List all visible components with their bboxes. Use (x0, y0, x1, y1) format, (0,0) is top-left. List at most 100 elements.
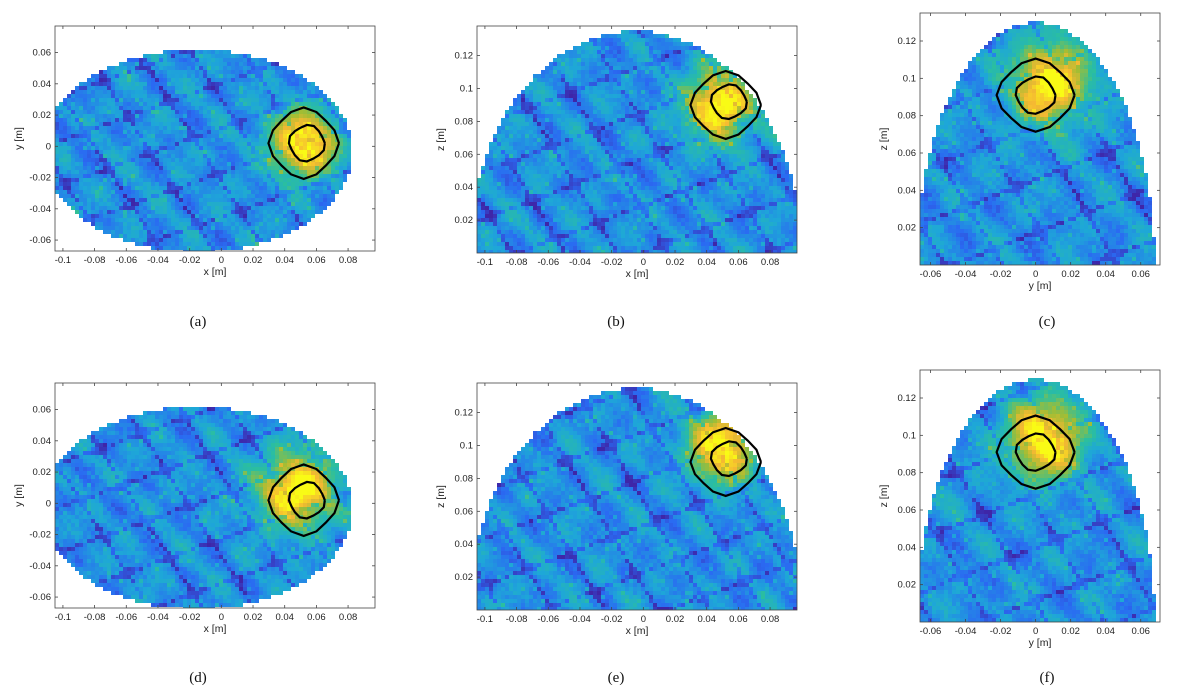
x-tick-label: 0 (641, 257, 646, 268)
x-tick-label: 0.04 (275, 612, 294, 623)
inner-contour (287, 480, 326, 520)
x-tick-label: -0.04 (147, 612, 169, 623)
axes-frame (919, 12, 1161, 266)
axes-frame (54, 25, 376, 252)
figure-panel-c: -0.06 -0.04 -0.02 0 0.02 0.04 0.06 0.02 0.04 0.06… (875, 5, 1175, 295)
x-tick-label: 0.08 (761, 257, 780, 268)
outer-contour (995, 57, 1076, 133)
x-axis-label: y [m] (1029, 280, 1052, 292)
heatmap-cells (920, 21, 1156, 265)
y-tick-label: 0 (46, 498, 51, 509)
y-tick-label: 0.1 (903, 73, 916, 84)
heatmap-plot-d: -0.1 -0.08 -0.06 -0.04 -0.02 0 0.02 0.04 0.06 0.0… (13, 382, 376, 635)
y-tick-label: 0.12 (898, 36, 917, 47)
x-tick-label: 0.02 (244, 612, 263, 623)
x-tick-label: -0.08 (84, 255, 106, 266)
x-tick-label: -0.1 (55, 612, 71, 623)
heatmap-cells (477, 30, 797, 253)
y-tick-label: 0.06 (455, 149, 474, 160)
y-tick-label: 0.06 (33, 48, 52, 59)
x-tick-label: 0.08 (339, 255, 358, 266)
x-tick-label: -0.06 (115, 612, 137, 623)
heatmap-plot-c: -0.06 -0.04 -0.02 0 0.02 0.04 0.06 0.02 0.04 0.06… (878, 12, 1161, 292)
x-tick-label: 0.04 (697, 257, 716, 268)
x-axis-label: x [m] (204, 266, 227, 278)
y-tick-label: -0.02 (29, 173, 51, 184)
x-tick-label: 0.06 (729, 614, 748, 625)
caption-b: (b) (607, 314, 625, 330)
axes-frame (919, 369, 1161, 623)
y-tick-label: -0.04 (29, 561, 51, 572)
x-tick-label: 0 (1033, 626, 1038, 637)
x-tick-label: -0.02 (179, 255, 201, 266)
y-tick-label: 0.02 (33, 467, 52, 478)
caption-d: (d) (189, 670, 207, 686)
y-axis-label: z [m] (878, 485, 890, 508)
caption-e: (e) (607, 670, 625, 686)
x-tick-label: -0.08 (506, 257, 528, 268)
y-tick-label: 0.04 (33, 436, 52, 447)
x-tick-label: 0.04 (697, 614, 716, 625)
x-tick-label: 0.02 (244, 255, 263, 266)
heatmap-cells (920, 378, 1156, 622)
x-axis-label: x [m] (626, 268, 649, 280)
inner-contour (1014, 75, 1057, 115)
x-tick-label: 0.06 (1131, 269, 1150, 280)
x-tick-label: -0.06 (920, 269, 942, 280)
x-tick-label: -0.1 (477, 614, 493, 625)
x-tick-label: 0.02 (1061, 269, 1080, 280)
x-tick-label: 0 (219, 612, 224, 623)
x-tick-label: -0.06 (920, 626, 942, 637)
x-tick-label: 0.04 (1096, 626, 1115, 637)
heatmap-plot-a: -0.1 -0.08 -0.06 -0.04 -0.02 0 0.02 0.04 0.06 0.0… (13, 25, 376, 278)
heatmap-plot-b: -0.1 -0.08 -0.06 -0.04 -0.02 0 0.02 0.04 0.06 0.0… (435, 25, 798, 280)
x-tick-label: 0.02 (1061, 626, 1080, 637)
y-tick-label: 0.12 (455, 51, 474, 62)
x-tick-label: 0.02 (666, 614, 685, 625)
y-tick-label: 0.1 (460, 441, 473, 452)
x-axis-label: y [m] (1029, 637, 1052, 649)
x-tick-label: 0.02 (666, 257, 685, 268)
caption-a: (a) (189, 314, 207, 330)
y-tick-label: 0.06 (455, 506, 474, 517)
x-tick-label: -0.06 (115, 255, 137, 266)
x-tick-label: -0.04 (569, 257, 591, 268)
y-tick-label: 0.1 (460, 84, 473, 95)
x-tick-label: 0.08 (761, 614, 780, 625)
y-tick-label: 0.02 (898, 580, 917, 591)
figure-panel-a: -0.1 -0.08 -0.06 -0.04 -0.02 0 0.02 0.04 0.06 0.0… (10, 18, 380, 288)
y-tick-label: 0.06 (898, 148, 917, 159)
x-tick-label: 0.04 (275, 255, 294, 266)
x-tick-label: -0.02 (601, 257, 623, 268)
x-tick-label: -0.1 (55, 255, 71, 266)
heatmap-plot-f: -0.06 -0.04 -0.02 0 0.02 0.04 0.06 0.02 0.04 0.06… (878, 369, 1161, 649)
axes-frame (54, 382, 376, 609)
x-tick-label: -0.04 (955, 269, 977, 280)
x-tick-label: -0.04 (147, 255, 169, 266)
y-axis-label: z [m] (435, 485, 447, 508)
y-axis-label: z [m] (435, 128, 447, 151)
x-tick-label: -0.04 (955, 626, 977, 637)
x-tick-label: 0.06 (307, 255, 326, 266)
y-tick-label: 0.08 (455, 116, 474, 127)
x-tick-label: 0 (1033, 269, 1038, 280)
x-tick-label: -0.02 (990, 269, 1012, 280)
y-tick-label: 0.02 (898, 223, 917, 234)
x-tick-label: -0.02 (990, 626, 1012, 637)
y-tick-label: 0.04 (898, 185, 917, 196)
y-tick-label: 0.02 (33, 110, 52, 121)
outer-contour (689, 69, 763, 141)
y-tick-label: -0.02 (29, 530, 51, 541)
x-axis-label: x [m] (204, 623, 227, 635)
outer-contour (267, 463, 341, 538)
x-tick-label: 0.08 (339, 612, 358, 623)
y-tick-label: -0.06 (29, 235, 51, 246)
y-tick-label: 0.02 (455, 572, 474, 583)
x-tick-label: 0.06 (1131, 626, 1150, 637)
y-tick-label: 0.04 (455, 539, 474, 550)
heatmap-plot-e: -0.1 -0.08 -0.06 -0.04 -0.02 0 0.02 0.04 0.06 0.0… (435, 382, 798, 637)
y-tick-label: 0.06 (898, 505, 917, 516)
x-tick-label: 0 (641, 614, 646, 625)
y-tick-label: 0.04 (898, 542, 917, 553)
heatmap-cells (477, 387, 797, 610)
